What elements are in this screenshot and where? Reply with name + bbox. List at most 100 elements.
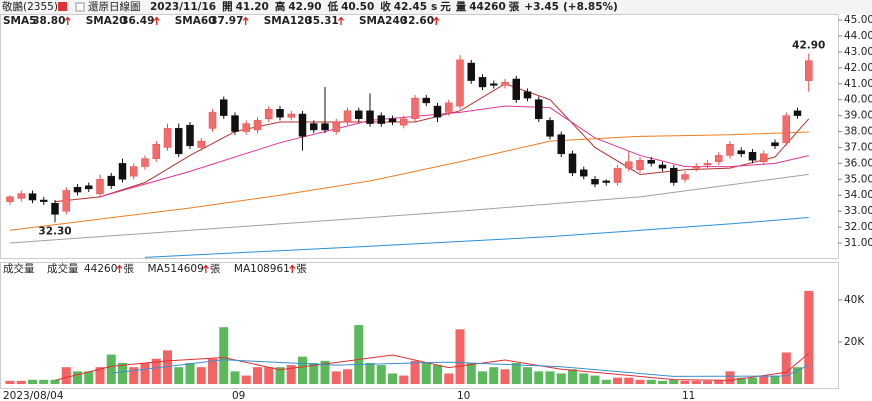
volume-bar — [174, 367, 184, 384]
candle-body — [355, 110, 363, 120]
volume-bar — [28, 379, 37, 384]
volume-bar — [466, 362, 476, 384]
checkbox[interactable] — [75, 2, 85, 12]
volume-bar — [781, 352, 791, 384]
up-arrow — [289, 264, 296, 273]
volume-bar — [680, 380, 690, 384]
candle-body — [748, 151, 757, 161]
candle-body — [163, 128, 172, 148]
x-tick-label: 10 — [457, 390, 470, 401]
candle-body — [141, 158, 149, 167]
volume-bar — [208, 358, 217, 384]
y-tick-label: 40.00 — [844, 94, 872, 106]
candle-body — [602, 180, 610, 183]
ma-line — [99, 105, 809, 198]
candle-body — [411, 97, 419, 120]
candle-body — [703, 163, 712, 166]
volume-bar — [140, 362, 150, 384]
candle-body — [366, 110, 374, 124]
volume-bar — [691, 380, 701, 384]
volume-bar — [376, 365, 386, 384]
volume-bar — [39, 379, 49, 384]
volume-bar — [725, 371, 735, 384]
mode: 還原日線圖 — [88, 0, 141, 13]
x-tick-label: 11 — [682, 390, 695, 401]
candle-body — [692, 166, 700, 169]
volume-bar — [106, 354, 116, 384]
volume-bar — [264, 367, 274, 384]
candle-body — [636, 159, 644, 171]
volume-bar — [804, 290, 814, 384]
candle-body — [433, 105, 442, 118]
volume-bar — [50, 379, 60, 384]
up-arrow — [153, 16, 160, 25]
volume-bar — [61, 367, 71, 384]
legend-value: 37.97 — [210, 15, 243, 27]
volume-bar — [556, 373, 566, 384]
x-tick-label: 2023/08/04 — [3, 390, 64, 401]
volume-bar — [703, 380, 712, 384]
up-arrow — [64, 16, 71, 25]
volume-bar — [669, 379, 679, 384]
quote-text: 41.20 — [236, 1, 269, 13]
candle-body — [85, 185, 93, 190]
legend-unit: 張 — [296, 263, 307, 275]
candle-body — [17, 193, 25, 199]
candle-body — [310, 123, 318, 131]
candle-body — [793, 110, 802, 116]
volume-bar — [331, 371, 341, 384]
candle-body — [501, 81, 509, 86]
legend-name: SMA5 — [3, 15, 36, 27]
candle-body — [107, 175, 115, 186]
volume-bar — [568, 369, 577, 384]
y-tick-label: 20K — [844, 336, 865, 348]
volume-bar — [793, 367, 802, 384]
y-tick-label: 45.00 — [844, 14, 872, 26]
volume-bar — [196, 367, 206, 384]
candle-body — [445, 102, 453, 113]
y-tick-label: 34.00 — [844, 189, 872, 201]
candle-body — [242, 123, 250, 132]
candle-body — [771, 142, 779, 147]
volume-bar — [579, 373, 589, 384]
volume-bar — [95, 367, 105, 384]
quote: 2023/11/16 開 41.20 高 42.90 低 40.50 收 42.45 s 元量 442… — [150, 0, 618, 13]
legend-value: 35.31 — [306, 15, 339, 27]
volume-bar — [5, 380, 15, 384]
candle-body — [388, 118, 397, 123]
legend-value: 44260 — [84, 263, 117, 275]
badge-icon — [58, 2, 67, 11]
candle-body — [321, 123, 329, 131]
volume-bar — [129, 367, 139, 384]
volume-bar — [444, 373, 454, 384]
volume-bar — [309, 362, 319, 384]
candle-body — [186, 124, 194, 147]
volume-bar — [658, 380, 667, 384]
candle-body — [591, 179, 599, 185]
y-tick-label: 37.00 — [844, 141, 872, 153]
volume-panel — [0, 262, 839, 389]
candle-body — [557, 134, 565, 155]
up-arrow — [433, 16, 440, 25]
volume-bar — [241, 375, 251, 384]
volume-bar — [433, 365, 442, 384]
y-tick-label: 31.00 — [844, 237, 872, 249]
candle-body — [580, 169, 588, 177]
volume-bar — [286, 365, 296, 384]
y-tick-label: 32.00 — [844, 221, 872, 233]
quote-text: 40.50 — [341, 1, 374, 13]
volume-bar — [770, 375, 780, 384]
ma-line — [144, 217, 809, 258]
volume-bar — [523, 367, 532, 384]
y-tick-label: 39.00 — [844, 110, 872, 122]
legend-name: SMA240 — [359, 15, 407, 27]
volume-bar — [500, 369, 510, 384]
candle-body — [478, 77, 487, 88]
volume-bar — [84, 371, 94, 384]
candle-body — [332, 121, 340, 132]
ma-line — [111, 359, 809, 377]
quote-text: +3.45 — [524, 1, 559, 13]
volume-bar — [624, 377, 634, 384]
candle-body — [62, 190, 70, 212]
candle-body — [625, 161, 633, 169]
